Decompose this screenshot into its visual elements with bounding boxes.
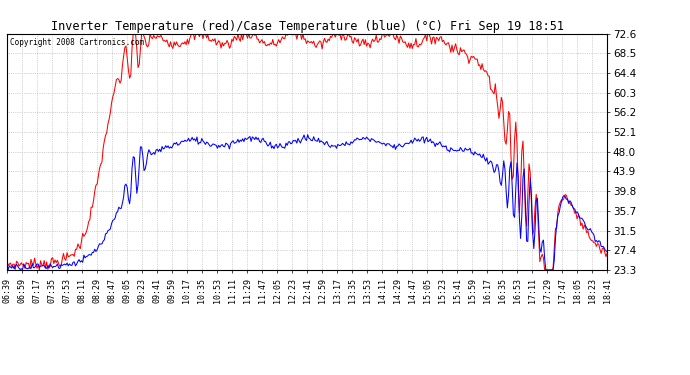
- Title: Inverter Temperature (red)/Case Temperature (blue) (°C) Fri Sep 19 18:51: Inverter Temperature (red)/Case Temperat…: [50, 20, 564, 33]
- Text: Copyright 2008 Cartronics.com: Copyright 2008 Cartronics.com: [10, 39, 144, 48]
